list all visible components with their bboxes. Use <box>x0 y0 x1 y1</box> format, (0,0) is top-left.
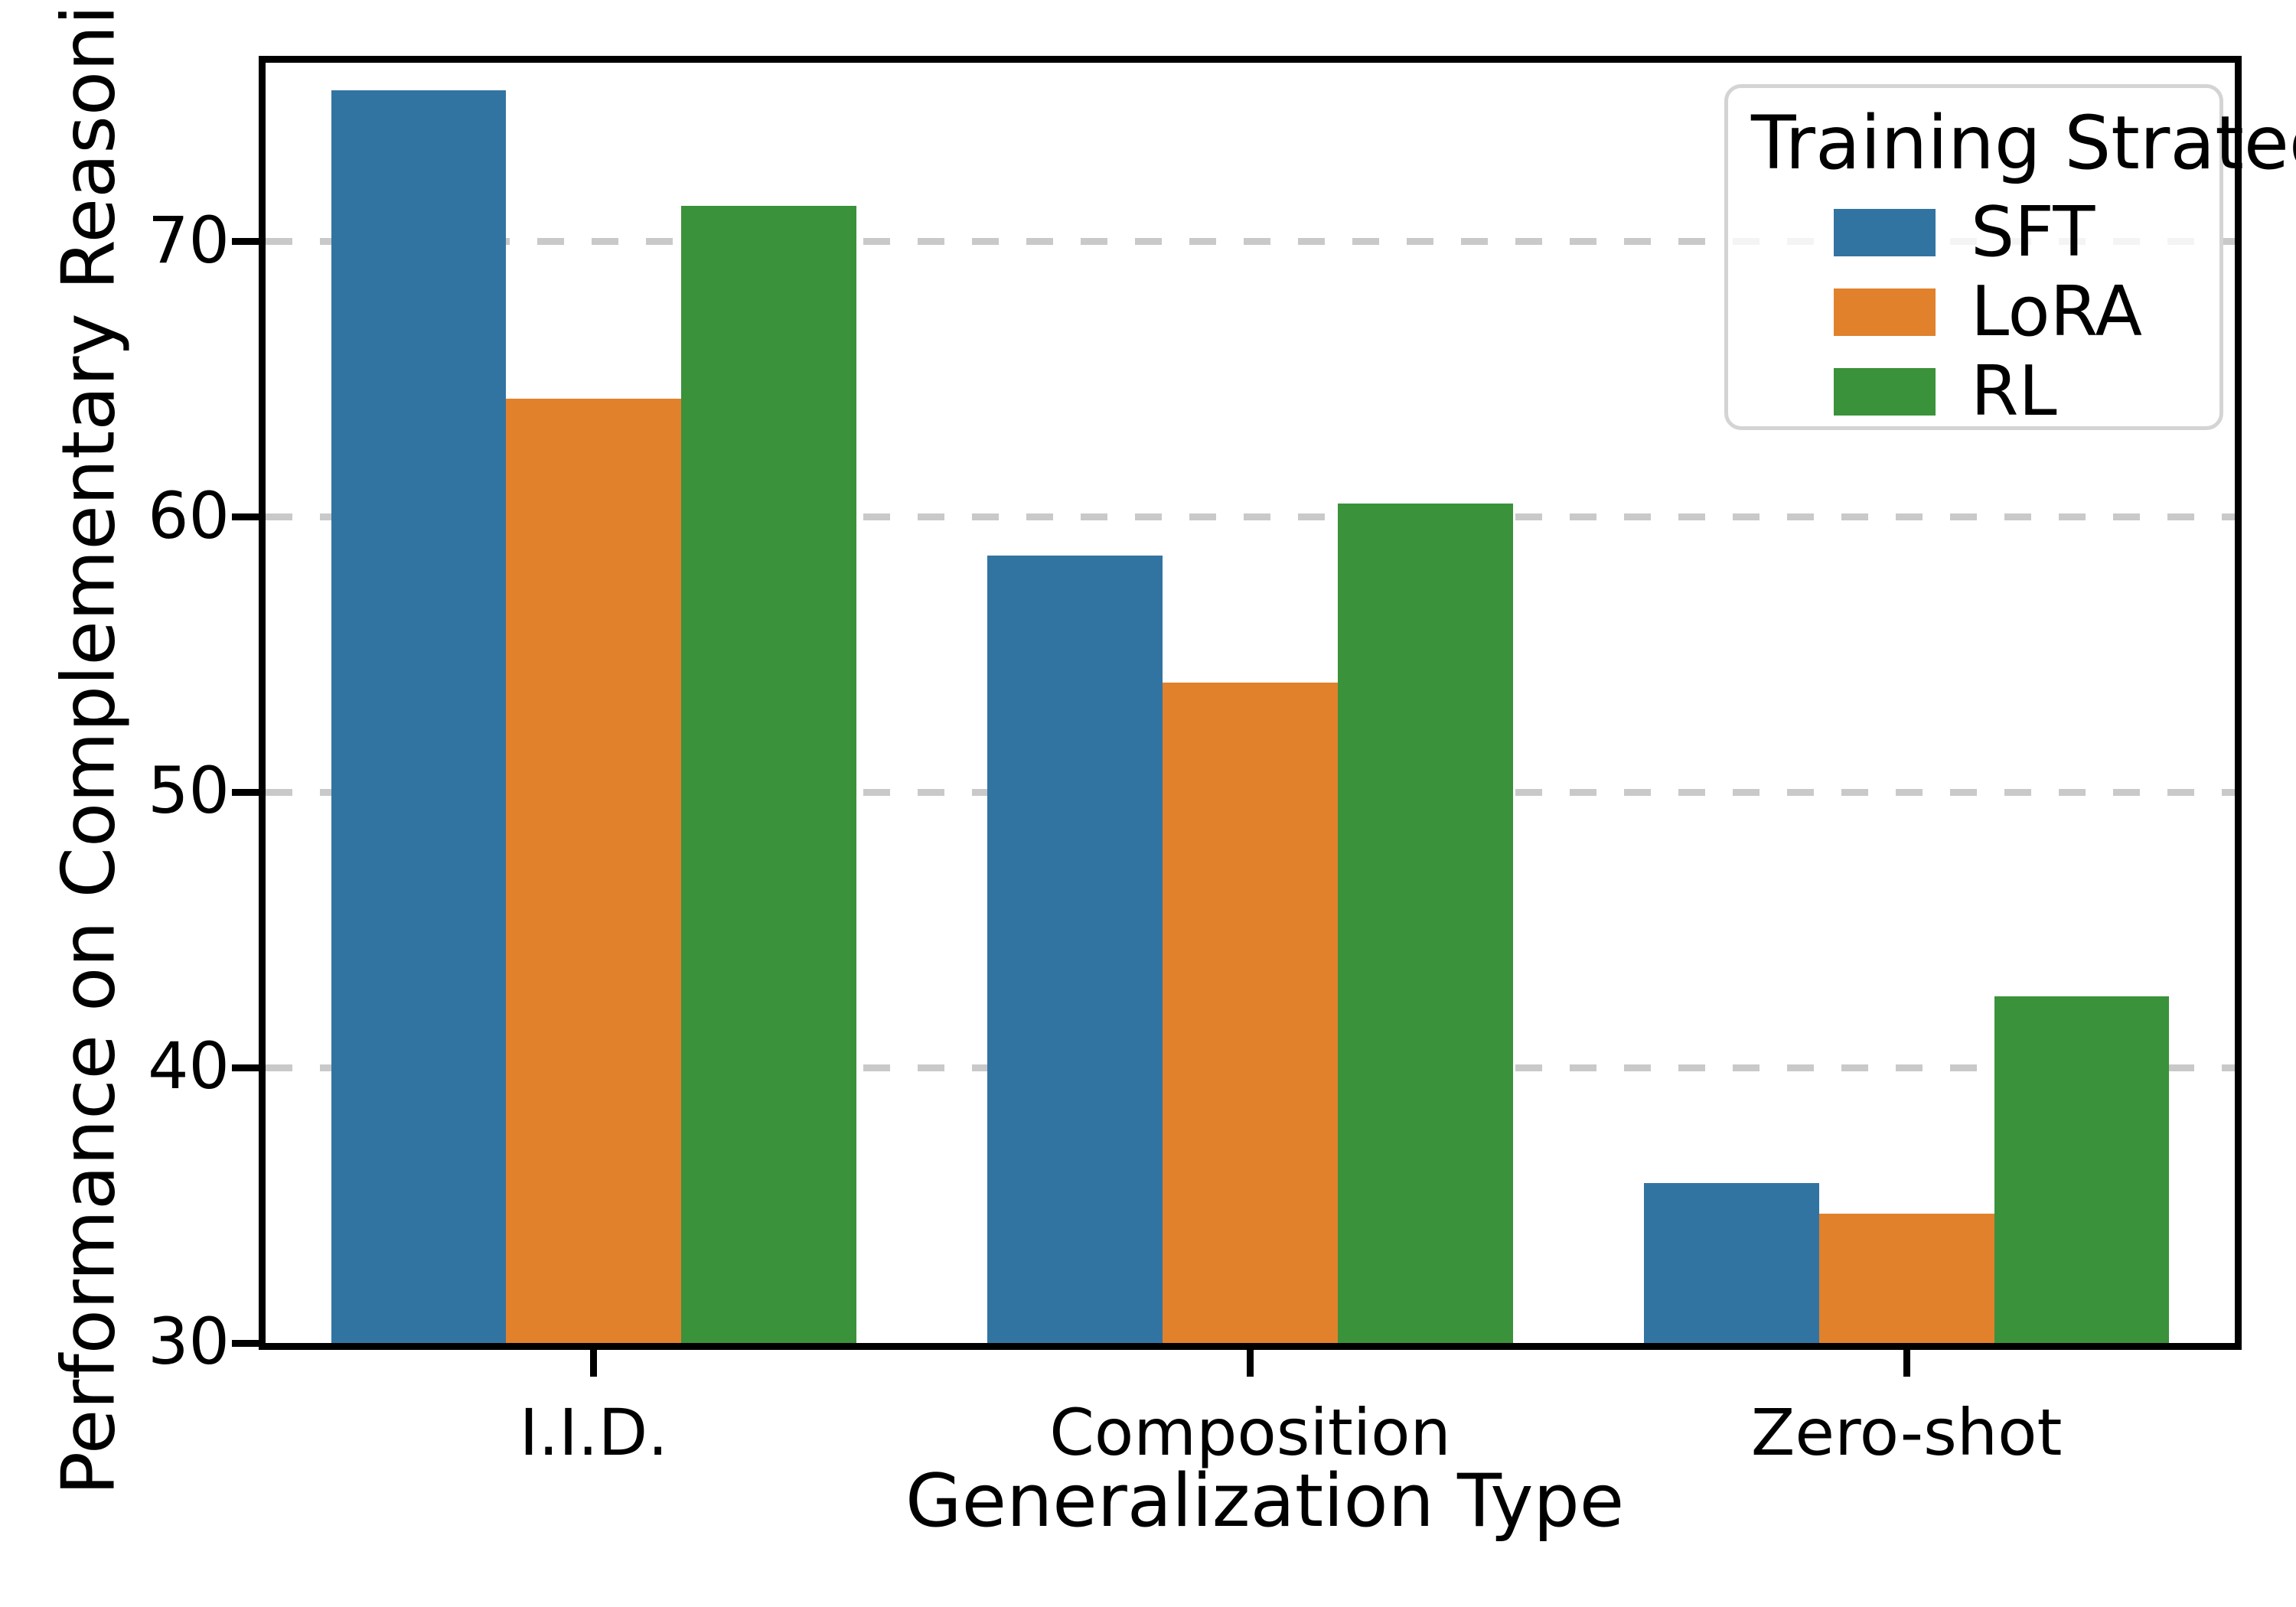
y-tick-40 <box>232 1064 259 1071</box>
legend-label-sft: SFT <box>1971 191 2095 272</box>
bar-sft-composition <box>987 556 1163 1343</box>
gridline-y-70 <box>266 238 2235 246</box>
legend-row-sft: SFT <box>1751 193 2197 272</box>
bar-sft-zeroshot <box>1644 1183 1819 1343</box>
legend-title: Training Strategy <box>1751 100 2296 186</box>
bar-lora-iid <box>506 398 682 1343</box>
plot-area <box>266 63 2235 1343</box>
bar-sft-iid <box>331 90 507 1343</box>
y-tick-50 <box>232 788 259 796</box>
legend: Training Strategy SFT LoRA RL <box>1724 84 2296 432</box>
x-tick-2 <box>1247 1350 1254 1377</box>
bar-rl-iid <box>681 206 856 1343</box>
y-tick-label-50: 50 <box>148 753 230 829</box>
x-tick-label-2: Composition <box>1049 1395 1451 1470</box>
sft-color-swatch-icon <box>1834 208 1936 256</box>
y-tick-label-40: 40 <box>148 1028 230 1104</box>
x-tick-label-1: I.I.D. <box>519 1395 668 1470</box>
y-tick-label-60: 60 <box>148 478 230 553</box>
bar-rl-zeroshot <box>1994 996 2170 1343</box>
y-tick-label-30: 30 <box>148 1304 230 1379</box>
bar-lora-zeroshot <box>1818 1213 1994 1343</box>
x-tick-1 <box>590 1350 598 1377</box>
legend-label-lora: LoRA <box>1971 271 2143 352</box>
lora-color-swatch-icon <box>1834 288 1936 336</box>
x-tick-3 <box>1903 1350 1910 1377</box>
y-tick-70 <box>232 238 259 246</box>
x-axis-label: Generalization Type <box>905 1459 1625 1543</box>
legend-row-rl: RL <box>1751 352 2197 432</box>
y-tick-30 <box>232 1339 259 1347</box>
legend-row-lora: LoRA <box>1751 272 2197 352</box>
plot-frame <box>259 56 2242 1350</box>
rl-color-swatch-icon <box>1834 367 1936 416</box>
bar-lora-composition <box>1163 682 1338 1343</box>
gridline-y-60 <box>266 513 2235 521</box>
bar-rl-composition <box>1337 503 1513 1343</box>
x-tick-label-3: Zero-shot <box>1750 1395 2063 1470</box>
y-tick-label-70: 70 <box>148 202 230 278</box>
legend-label-rl: RL <box>1971 350 2057 432</box>
y-tick-60 <box>232 513 259 521</box>
